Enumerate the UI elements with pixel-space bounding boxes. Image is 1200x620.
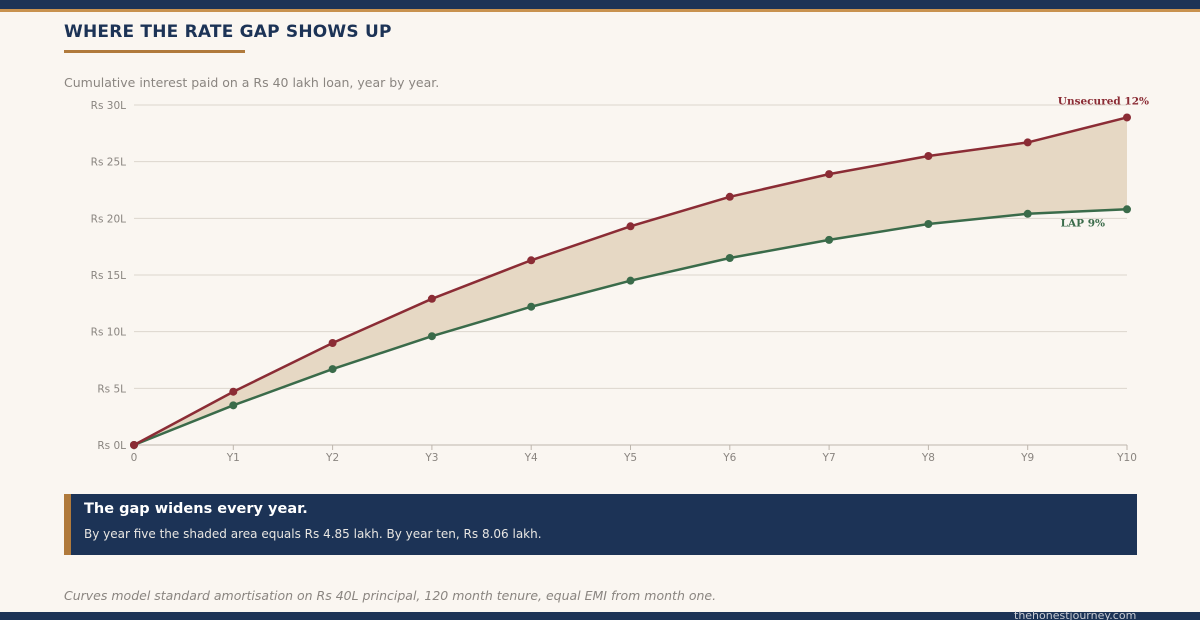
site-url[interactable]: thehonestjourney.com — [1014, 611, 1137, 620]
bottom-accent-bar — [0, 612, 1200, 620]
unsecured-series-point — [1123, 113, 1131, 122]
unsecured-series-point — [130, 441, 138, 449]
lap-series-point — [527, 302, 536, 311]
lap-series-point — [229, 401, 238, 410]
top-accent-bar — [0, 0, 1200, 9]
lap-series-point — [725, 254, 734, 262]
y-tick-label: Rs 0L — [97, 440, 126, 452]
x-tick-label: Y2 — [325, 452, 339, 464]
unsecured-series-point — [1023, 138, 1032, 147]
unsecured-series-point — [229, 387, 238, 396]
y-tick-label: Rs 10L — [91, 327, 126, 339]
title-underline — [64, 50, 245, 53]
unsecured-series-point — [328, 339, 337, 347]
page-title: WHERE THE RATE GAP SHOWS UP — [64, 22, 392, 42]
x-tick-label: Y3 — [424, 452, 438, 464]
unsecured-series-point — [626, 222, 635, 231]
unsecured-series-point — [924, 152, 933, 160]
callout-box: The gap widens every year. By year five … — [64, 494, 1137, 555]
callout-accent-bar — [64, 494, 71, 555]
x-tick-label: Y10 — [1116, 452, 1137, 464]
callout-heading: The gap widens every year. — [84, 501, 308, 517]
x-tick-label: Y8 — [921, 452, 935, 464]
y-tick-label: Rs 5L — [97, 383, 126, 395]
x-tick-label: 0 — [131, 452, 138, 464]
x-tick-label: Y9 — [1020, 452, 1034, 464]
lap-series-point — [1023, 209, 1032, 218]
lap-series-point — [825, 235, 834, 244]
top-gold-stripe — [0, 9, 1200, 12]
x-tick-label: Y4 — [524, 452, 538, 464]
unsecured-series-point — [825, 170, 834, 179]
x-tick-label: Y7 — [822, 452, 836, 464]
y-tick-label: Rs 25L — [91, 157, 126, 169]
x-tick-label: Y6 — [722, 452, 736, 464]
y-tick-label: Rs 15L — [91, 270, 126, 282]
unsecured-series-point — [527, 256, 536, 265]
y-tick-label: Rs 30L — [91, 100, 126, 112]
callout-body: By year five the shaded area equals Rs 4… — [84, 527, 542, 541]
unsecured-series-point — [427, 294, 436, 303]
lap-series-point — [924, 220, 933, 228]
chart-subtitle: Cumulative interest paid on a Rs 40 lakh… — [64, 75, 440, 90]
footnote: Curves model standard amortisation on Rs… — [64, 588, 717, 603]
lap-series-point — [1123, 205, 1131, 214]
gap-shaded-area — [134, 117, 1127, 445]
unsecured-series-label: Unsecured 12% — [1058, 95, 1149, 107]
unsecured-series-point — [725, 192, 734, 201]
lap-series-label: LAP 9% — [1061, 217, 1105, 229]
x-tick-label: Y5 — [623, 452, 637, 464]
interest-chart: Rs 0L Rs 5L Rs 10L Rs 15L Rs 20L Rs 25L Rs 30L… — [91, 95, 1149, 464]
y-tick-label: Rs 20L — [91, 213, 126, 225]
lap-series-point — [328, 365, 337, 374]
lap-series-point — [427, 332, 436, 341]
lap-series-point — [626, 276, 635, 285]
x-tick-label: Y1 — [226, 452, 240, 464]
